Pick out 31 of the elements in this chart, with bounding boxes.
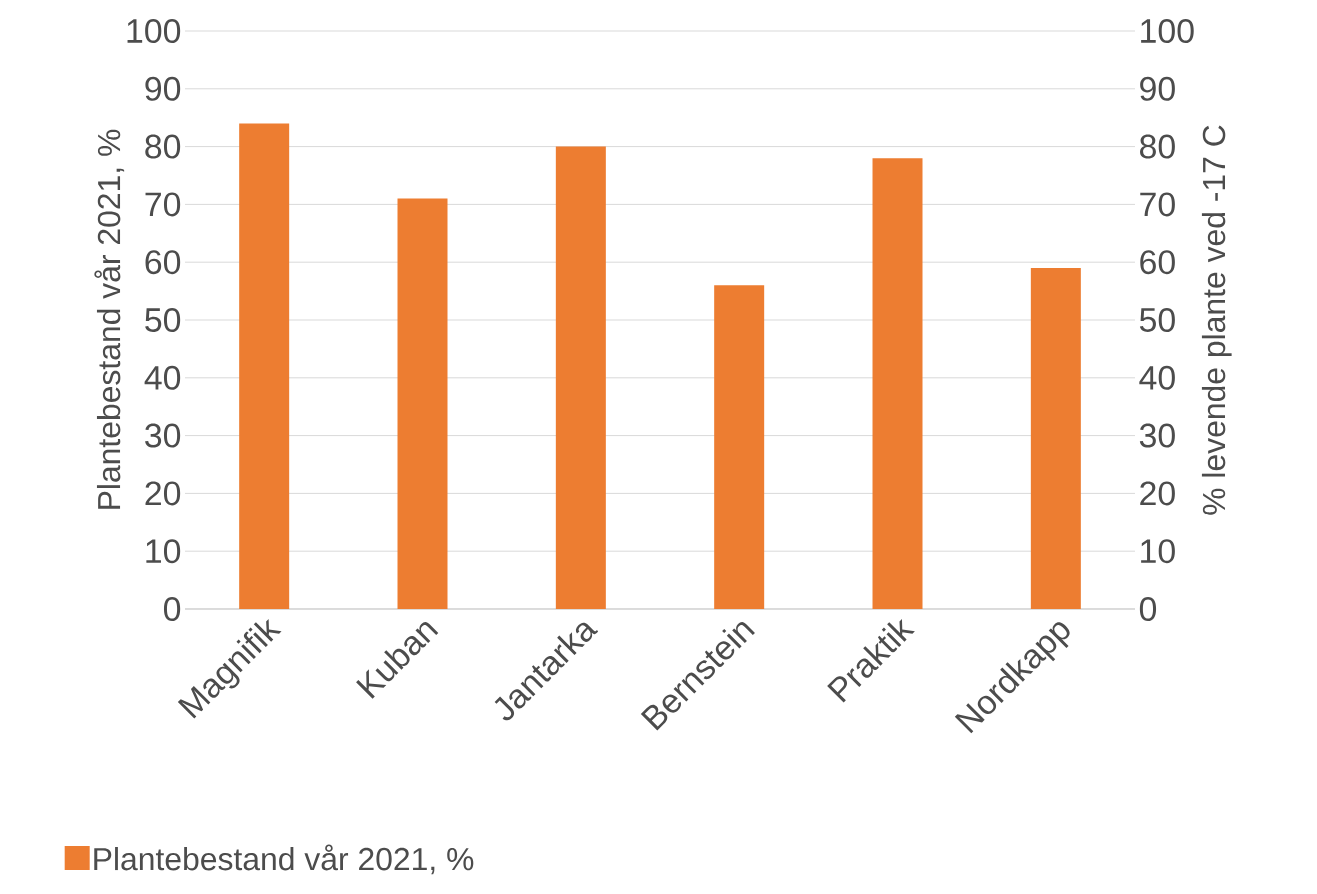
bar [555,146,606,609]
y-tick-label: 100 [127,19,181,43]
y2-tick-label: 10 [1141,539,1175,564]
y-tick-label: 70 [145,192,181,217]
y-tick-label: 40 [144,365,181,390]
bar [872,158,923,609]
legend-label: Plantebestand vår 2021, % [94,844,474,875]
y2-tick-label: 60 [1140,250,1175,275]
y2-tick-label: 90 [1140,76,1175,101]
y-tick-label: 10 [146,539,181,564]
y-tick-label: 80 [145,134,181,159]
y-axis-title: Plantebestand vår 2021, % [94,129,125,509]
y-tick-label: 0 [163,597,181,621]
bar [1030,267,1081,609]
bar [397,198,448,609]
y-tick-label: 90 [145,76,181,101]
y2-tick-label: 40 [1139,365,1175,390]
y2-tick-label: 80 [1140,134,1175,159]
y2-tick-label: 100 [1141,18,1194,43]
y-tick-label: 60 [145,250,181,275]
bar [239,123,290,609]
y2-axis-title: % levende plante ved -17 C [1201,125,1232,515]
y2-tick-label: 30 [1139,423,1175,448]
y-tick-label: 20 [145,481,181,506]
y2-tick-label: 20 [1140,481,1175,506]
y2-tick-label: 0 [1139,597,1157,621]
y2-tick-label: 50 [1139,308,1175,332]
y2-tick-label: 70 [1140,192,1175,217]
bar [714,285,765,609]
y-tick-label: 30 [145,423,181,448]
y-tick-label: 50 [145,308,181,332]
